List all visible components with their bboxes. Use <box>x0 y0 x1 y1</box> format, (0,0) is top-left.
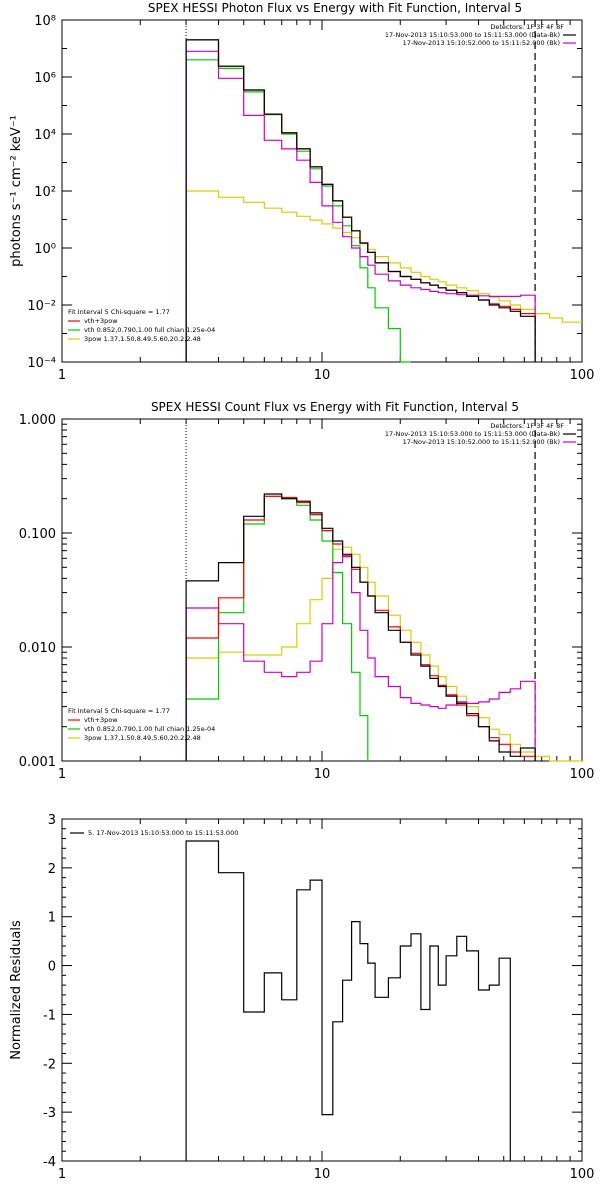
x-tick-label: 100 <box>570 767 595 782</box>
time-range-label: 17-Nov-2013 15:10:53.000 to 15:11:53.000… <box>385 430 560 438</box>
y-tick-label: 10⁸ <box>34 14 56 29</box>
y-tick-label: 10⁰ <box>34 242 56 257</box>
x-tick-label: 10 <box>314 1167 331 1182</box>
residuals-panel: 1 10 100 -4 -3 -2 -1 0 1 2 3 Normalized Residuals 5.… <box>9 813 594 1182</box>
fit-label: Fit Interval 5 Chi-square = 1.77 <box>68 308 170 316</box>
legend-entry: 5. 17-Nov-2013 15:10:53.000 to 15:11:53.… <box>88 829 238 837</box>
legend-entry: vth 0.852,0.790,1.00 full chian 1.25e-04 <box>84 326 215 334</box>
y-tick-label: 0.001 <box>19 755 56 770</box>
y-tick-label: 10² <box>34 185 56 200</box>
series-line-4 <box>185 50 536 362</box>
y-tick-label: 1.000 <box>19 413 56 428</box>
count-chart-title: SPEX HESSI Count Flux vs Energy with Fit… <box>151 400 519 414</box>
x-tick-label: 10 <box>314 767 331 782</box>
y-tick-label: 0.100 <box>19 527 56 542</box>
detectors-label: Detectors: 1F 3F 4F 8F <box>490 23 564 31</box>
fit-label: Fit Interval 5 Chi-square = 1.77 <box>68 707 170 715</box>
y-tick-label: -4 <box>43 1155 56 1170</box>
y-tick-label: 2 <box>48 862 56 877</box>
y-tick-label: 0.010 <box>19 641 56 656</box>
legend-entry: vth 0.852,0.790,1.00 full chian 1.25e-04 <box>84 725 215 733</box>
series-line-3 <box>185 190 582 362</box>
legend-entry: vth+3pow <box>84 317 118 325</box>
series-line-1 <box>185 39 536 362</box>
y-axis-label: photons s⁻¹ cm⁻² keV⁻¹ <box>9 115 24 267</box>
series-line-2 <box>185 59 411 363</box>
y-tick-label: 0 <box>48 960 56 975</box>
x-tick-label: 100 <box>570 1167 595 1182</box>
count-flux-panel: SPEX HESSI Count Flux vs Energy with Fit… <box>19 400 595 782</box>
time-range-label: 17-Nov-2013 15:10:53.000 to 15:11:53.000… <box>385 31 560 39</box>
x-tick-label: 100 <box>570 368 595 383</box>
detectors-label: Detectors: 1F 3F 4F 8F <box>490 422 564 430</box>
y-tick-label: -3 <box>43 1106 56 1121</box>
legend-entry: 3pow 1.37,1.50,8.49,5.60,20.2,2.48 <box>84 734 201 742</box>
series-line-0 <box>185 493 536 761</box>
series-line-4 <box>185 556 536 761</box>
series-line-0 <box>185 39 536 362</box>
x-tick-label: 1 <box>58 1167 66 1182</box>
y-axis-label: Normalized Residuals <box>9 920 24 1060</box>
y-tick-label: 1 <box>48 911 56 926</box>
legend-entry: 3pow 1.37,1.50,8.49,5.60,20.2,2.48 <box>84 335 201 343</box>
y-tick-label: -1 <box>43 1008 56 1023</box>
photon-flux-panel: SPEX HESSI Photon Flux vs Energy with Fi… <box>9 1 594 383</box>
y-tick-label: -2 <box>43 1057 56 1072</box>
series-line-3 <box>185 546 582 762</box>
photon-chart-title: SPEX HESSI Photon Flux vs Energy with Fi… <box>148 1 522 15</box>
series-line-2 <box>185 495 369 761</box>
y-tick-label: 10⁻² <box>27 299 56 314</box>
x-tick-label: 10 <box>314 368 331 383</box>
x-tick-label: 1 <box>58 767 66 782</box>
legend-entry: vth+3pow <box>84 716 118 724</box>
y-tick-label: 10⁶ <box>34 71 56 86</box>
x-tick-label: 1 <box>58 368 66 383</box>
time-range-label: 17-Nov-2013 15:10:52.000 to 15:11:52.000… <box>403 438 560 446</box>
series-line-0 <box>185 840 511 1161</box>
y-tick-label: 10⁻⁴ <box>27 356 56 371</box>
y-tick-label: 10⁴ <box>34 128 56 143</box>
time-range-label: 17-Nov-2013 15:10:52.000 to 15:11:52.000… <box>403 39 560 47</box>
y-tick-label: 3 <box>48 813 56 828</box>
